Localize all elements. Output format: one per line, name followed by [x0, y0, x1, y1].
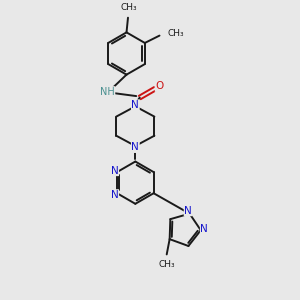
Text: CH₃: CH₃: [158, 260, 175, 269]
Text: N: N: [111, 190, 119, 200]
Text: N: N: [131, 100, 139, 110]
Text: O: O: [155, 81, 164, 92]
Text: N: N: [111, 166, 119, 176]
Text: N: N: [131, 142, 139, 152]
Text: CH₃: CH₃: [168, 29, 184, 38]
Text: CH₃: CH₃: [121, 3, 137, 12]
Text: N: N: [200, 224, 208, 234]
Text: N: N: [184, 206, 192, 216]
Text: NH: NH: [100, 87, 115, 97]
